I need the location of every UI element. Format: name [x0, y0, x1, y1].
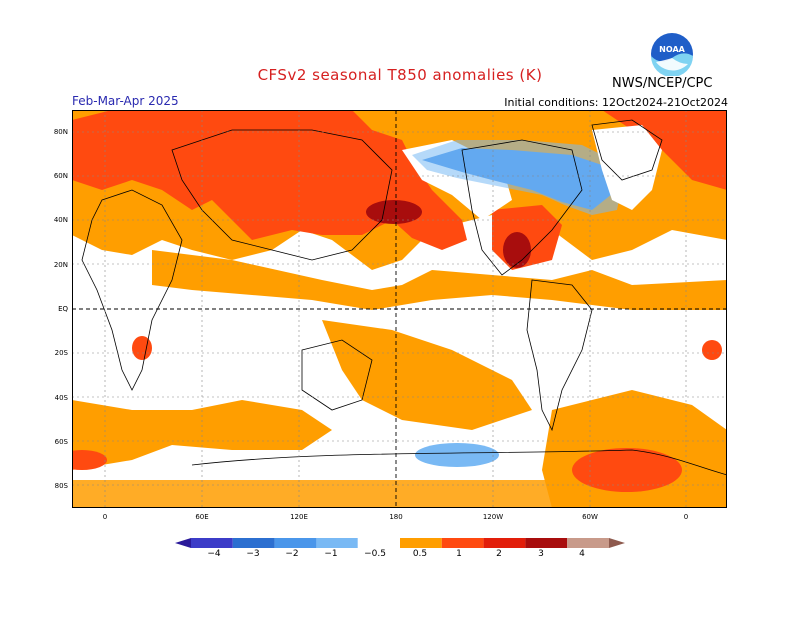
anomaly-region-weddell-red	[572, 448, 682, 492]
lat-label: 60N	[53, 172, 68, 180]
lat-label: 40N	[53, 216, 68, 224]
lat-label: 20S	[54, 349, 68, 357]
lat-label: 80N	[53, 128, 68, 136]
colorbar-cell	[567, 538, 609, 548]
map-frame	[72, 110, 727, 508]
colorbar-label: −2	[285, 549, 299, 559]
colorbar-label: 0.5	[412, 549, 428, 559]
colorbar-label: −4	[207, 549, 221, 559]
anomaly-region-pacific-darkred	[366, 200, 422, 224]
lon-label: 120E	[290, 513, 308, 521]
colorbar-cell	[483, 538, 526, 548]
lat-label: EQ	[58, 305, 68, 313]
initial-conditions-label: Initial conditions: 12Oct2024-21Oct2024	[504, 96, 728, 109]
colorbar-cell	[400, 538, 442, 548]
lon-label: 60E	[195, 513, 209, 521]
colorbar-label: −1	[324, 549, 338, 559]
colorbar-cell	[175, 538, 191, 548]
anomaly-region-mexico-darkred	[503, 232, 531, 268]
lat-label: 40S	[54, 394, 68, 402]
anomaly-region-south-pacific-orange	[322, 320, 532, 430]
lon-label: 60W	[582, 513, 598, 521]
anomaly-map	[72, 110, 727, 508]
colorbar-cell	[191, 538, 233, 548]
colorbar	[175, 537, 625, 549]
lat-label: 60S	[54, 438, 68, 446]
anomaly-region-southern-blue	[415, 443, 499, 467]
noaa-logo: NOAA	[651, 33, 693, 76]
lat-label: 80S	[54, 482, 68, 490]
anomaly-region-tropics-orange	[152, 250, 727, 310]
lat-label: 20N	[53, 261, 68, 269]
colorbar-label: 4	[579, 549, 585, 559]
logo-text: NOAA	[659, 45, 685, 54]
colorbar-label: −0.5	[364, 549, 386, 559]
colorbar-label: 2	[496, 549, 502, 559]
anomaly-region-west-red	[72, 450, 107, 470]
colorbar-cell	[316, 538, 359, 548]
colorbar-cell	[525, 538, 568, 548]
map-title: CFSv2 seasonal T850 anomalies (K)	[257, 66, 543, 84]
lon-label: 0	[683, 513, 689, 521]
colorbar-cell	[274, 538, 317, 548]
season-label: Feb-Mar-Apr 2025	[72, 94, 179, 108]
colorbar-label: 3	[538, 549, 544, 559]
anomaly-region-africa-red	[132, 336, 152, 360]
anomaly-region-antarctic-orange	[72, 480, 727, 508]
lon-label: 180	[389, 513, 403, 521]
colorbar-cell	[609, 538, 625, 548]
anomaly-region-greenland-neutral	[592, 125, 662, 210]
anomaly-region-canada-lightblue	[412, 140, 622, 215]
colorbar-cell	[232, 538, 275, 548]
lat-lon-grid	[72, 110, 727, 508]
colorbar-label: −3	[246, 549, 260, 559]
lon-label: 120W	[482, 513, 504, 521]
agency-label: NWS/NCEP/CPC	[612, 76, 713, 91]
colorbar-label: 1	[456, 549, 462, 559]
colorbar-cell	[357, 537, 401, 549]
colorbar-cell	[441, 538, 484, 548]
anomaly-region-indian-red	[702, 340, 722, 360]
lon-label: 0	[102, 513, 108, 521]
